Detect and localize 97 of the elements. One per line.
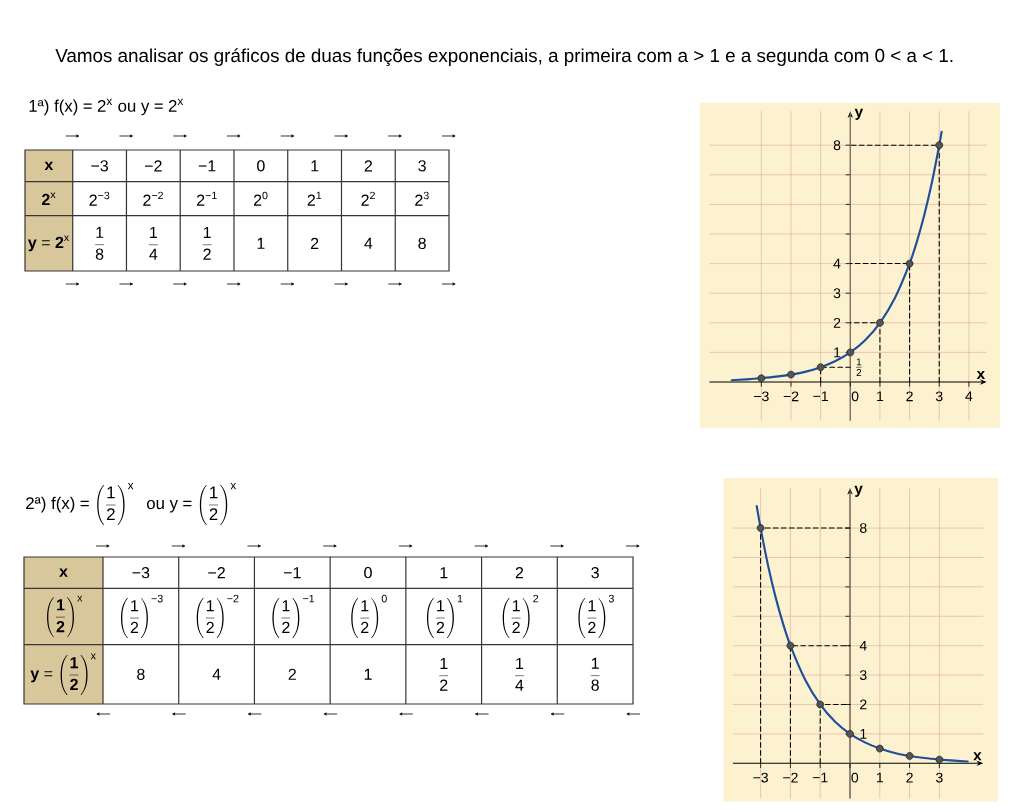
text: $2^{3}$ — [415, 191, 429, 206]
annotation: $\frac{1}{2}$ — [856, 358, 862, 376]
text: $\textbf{x}$ — [44, 161, 54, 171]
text: $0$ — [364, 566, 372, 579]
point — [846, 730, 854, 738]
x-tick-label: 0 — [851, 391, 859, 402]
text: $4$ — [364, 237, 373, 249]
x-tick-label: 0 — [851, 772, 859, 783]
x-tick-label: −2 — [783, 772, 798, 783]
y-tick-label: 1 — [860, 729, 867, 739]
x-tick-label: −3 — [753, 772, 768, 783]
text: $2$ — [515, 567, 524, 579]
text: $3$ — [591, 566, 599, 579]
text: $\left(\frac{1}{2}\right)^{0}$ — [351, 594, 387, 639]
x-tick-label: 2 — [906, 391, 913, 402]
x-tick-label: 4 — [965, 391, 973, 401]
x-tick-label: −3 — [754, 391, 769, 402]
x-tick-label: −1 — [813, 391, 828, 401]
text: $1$ — [440, 567, 448, 579]
text: $\left(\frac{\textbf{1}}{\textbf{2}}\right)^{\mathrm{x}}$ — [47, 595, 83, 638]
point — [935, 141, 944, 150]
x-tick-label: 2 — [906, 772, 913, 783]
text: $2$ — [310, 237, 319, 249]
y-tick-label: 4 — [833, 258, 841, 269]
text: $1$ — [364, 668, 372, 680]
y-tick-label: 1 — [834, 347, 841, 358]
text: $\frac{1}{4}$ — [148, 226, 158, 260]
x-tick-label: 1 — [877, 391, 884, 401]
x-tick-label: −2 — [783, 391, 799, 402]
text: $\textbf{y} = \left(\frac{\textbf{1}}{\textbf{2}}\right)^{\mathrm{x}}$ — [30, 653, 96, 696]
point — [846, 348, 855, 357]
text: $2\mathrm{ª})\ \mathrm{f(x)} = \left(\frac{1}{2}\right)^{\mathrm{x}}\ \ \mathrm{ou}\ \mathrm{y} = \left(\frac{1}{2}\right)^{\mathrm{x}}$ — [26, 483, 237, 525]
text: $8$ — [137, 668, 145, 680]
text: $\frac{1}{4}$ — [514, 657, 524, 691]
point — [935, 755, 944, 764]
y-axis-title: y — [854, 485, 863, 497]
y-tick-label: 3 — [833, 288, 841, 299]
text: $2^{−1}$ — [197, 191, 217, 206]
text: $\left(\frac{1}{2}\right)^{−2}$ — [196, 594, 239, 639]
text: $2^{0}$ — [253, 191, 268, 206]
text: $\textbf{x}$ — [59, 568, 68, 577]
point — [875, 744, 884, 753]
text: Vamos analisar os gráficos de duas funções exponenciais, a primeira com a > 1 e a segunda com 0 < a < 1. — [55, 48, 953, 66]
point — [756, 524, 765, 532]
text: $4$ — [212, 668, 221, 680]
point — [876, 318, 884, 327]
text: $1$ — [311, 160, 319, 172]
x-tick-label: 3 — [935, 391, 943, 402]
point — [816, 700, 825, 709]
text: $\frac{1}{8}$ — [590, 657, 600, 691]
line-series — [755, 504, 969, 763]
text: $−2$ — [208, 567, 225, 579]
y-tick-label: 3 — [859, 670, 867, 681]
text: $\left(\frac{1}{2}\right)^{2}$ — [502, 594, 539, 639]
x-tick-label: 1 — [876, 772, 883, 783]
text: $\left(\frac{1}{2}\right)^{1}$ — [426, 594, 463, 639]
text: $\frac{1}{2}$ — [202, 226, 212, 260]
text: $2$ — [364, 160, 373, 172]
text: $2^{2}$ — [361, 191, 375, 206]
text: $2^{1}$ — [307, 191, 322, 206]
text: $0$ — [257, 160, 265, 172]
y-axis-title: y — [854, 108, 864, 120]
x-tick-label: 3 — [936, 772, 943, 783]
text: $\frac{1}{8}$ — [95, 226, 105, 260]
text: $2^{−3}$ — [89, 191, 110, 206]
text: $3$ — [418, 160, 426, 172]
text: $\textbf{y} = \textbf{2}^{\mathrm{x}}$ — [27, 235, 70, 252]
point — [757, 374, 766, 383]
y-tick-label: 8 — [859, 523, 867, 534]
y-tick-label: 4 — [859, 640, 867, 651]
text: $−1$ — [283, 567, 301, 579]
text: $\left(\frac{1}{2}\right)^{−3}$ — [121, 594, 163, 639]
line-series — [730, 130, 943, 382]
x-axis-title: x — [973, 752, 982, 761]
y-tick-label: 2 — [833, 317, 841, 328]
text: $8$ — [418, 237, 426, 249]
y-tick-label: 8 — [833, 140, 841, 151]
y-tick-label: 2 — [860, 699, 867, 710]
text: $−1$ — [198, 160, 216, 172]
text: $1$ — [257, 237, 265, 249]
text: $\textbf{2}^{\mathrm{x}}$ — [41, 192, 56, 205]
point — [787, 370, 795, 379]
point — [905, 259, 914, 268]
text: $\left(\frac{1}{2}\right)^{3}$ — [578, 594, 614, 639]
point — [816, 363, 825, 372]
text: $1\mathrm{ª})\ \mathrm{f(x)} = 2^{\mathrm{x}}\ \mathrm{ou}\ \mathrm{y} = 2^{\mathrm{x}}$ — [29, 98, 184, 116]
text: $−2$ — [145, 160, 162, 172]
text: $−3$ — [132, 566, 150, 579]
x-axis-title: x — [976, 370, 985, 380]
text: $2$ — [288, 668, 296, 680]
text: $2^{−2}$ — [143, 191, 163, 206]
text: $−3$ — [91, 160, 108, 172]
text: $\frac{1}{2}$ — [439, 657, 449, 691]
x-tick-label: −1 — [812, 772, 828, 783]
point — [786, 641, 795, 650]
point — [905, 752, 914, 760]
text: $\left(\frac{1}{2}\right)^{−1}$ — [272, 594, 315, 639]
